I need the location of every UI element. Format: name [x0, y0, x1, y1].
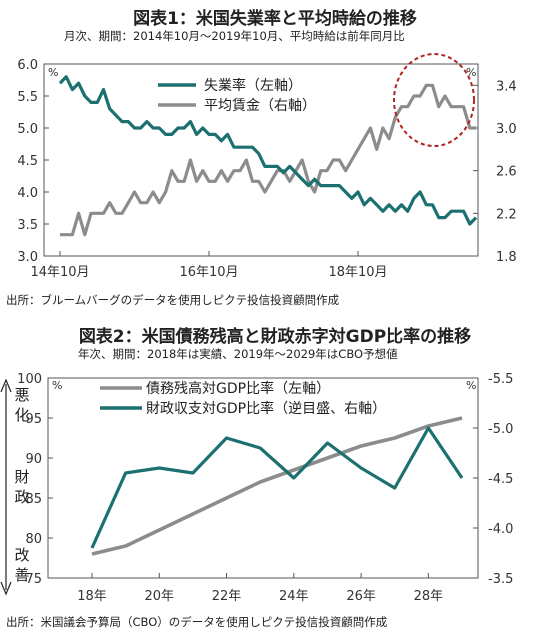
chart2-series-deficit-ratio — [90, 426, 464, 549]
chart1-left-tick-label: 3.0 — [17, 250, 38, 265]
chart2-side-label-better: 改 — [14, 546, 29, 564]
chart2-title: 図表2：米国債務残高と財政赤字対GDP比率の推移 — [78, 327, 472, 347]
chart2-x-tick-label: 24年 — [279, 589, 309, 604]
chart2-right-tick-label: -5.5 — [488, 372, 513, 387]
chart2-right-tick-label: -4.0 — [488, 522, 513, 537]
chart2-left-tick-label: 95 — [25, 412, 42, 427]
chart1-source: 出所：ブルームバーグのデータを使用しピクテ投信投資顧問作成 — [6, 293, 340, 307]
chart1-left-tick-label: 3.5 — [17, 218, 38, 233]
chart1-left-tick-label: 5.0 — [17, 122, 38, 137]
chart2-source: 出所：米国議会予算局（CBO）のデータを使用しピクテ投信投資顧問作成 — [6, 615, 388, 629]
chart2-series-debt-ratio — [91, 416, 463, 556]
chart1-right-tick-label: 3.4 — [496, 79, 517, 94]
chart2-left-tick-label: 100 — [17, 372, 42, 387]
chart2-plot: 75 80 85 90 95 100 -3.5 -4.0 -4.5 -5.0 -5.5% % 18年 20… — [0, 372, 513, 604]
chart2-side-arrow-head-up — [0, 378, 12, 393]
chart2-x-tick-label: 20年 — [144, 589, 174, 604]
chart1-left-tick-label: 4.5 — [17, 154, 38, 169]
chart1-legend-label-unemployment: 失業率（左軸） — [204, 77, 302, 94]
chart2-x-tick-label: 26年 — [346, 589, 376, 604]
chart2-right-tick-label: -4.5 — [488, 472, 513, 487]
chart2-side-label-better: 善 — [14, 566, 29, 584]
chart1-right-unit: % — [466, 66, 476, 79]
chart2-x-tick-label: 18年 — [77, 589, 107, 604]
chart2-right-tick-label: -3.5 — [488, 572, 513, 587]
chart2-subtitle: 年次、期間：2018年は実績、2019年～2029年はCBO予想値 — [78, 347, 398, 361]
chart2-right-unit: % — [466, 379, 476, 392]
chart1-right-tick-label: 3.0 — [496, 122, 517, 137]
chart1-legend-label-wage: 平均賃金（右軸） — [204, 98, 316, 114]
chart2-side-label-worse: 悪 — [14, 386, 29, 404]
chart2-left-tick-label: 80 — [25, 532, 42, 547]
chart1-right-tick-label: 1.8 — [496, 250, 517, 265]
chart2-left-unit: % — [52, 379, 62, 392]
chart1-x-tick-label: 18年10月 — [328, 265, 387, 280]
chart2-legend-label-debt: 債務残高対GDP比率（左軸） — [146, 380, 330, 397]
chart2-left-tick-label: 90 — [25, 452, 42, 467]
chart2-side-arrow-head-down — [0, 581, 12, 596]
chart1-right-tick-label: 2.2 — [496, 207, 517, 222]
chart2-x-tick-label: 22年 — [212, 589, 242, 604]
chart1-right-tick-label: 2.6 — [496, 165, 517, 180]
chart2-side-label-worse: 化 — [14, 406, 29, 424]
chart1-left-tick-label: 6.0 — [17, 58, 38, 73]
chart2-side-label-fiscal: 財 — [14, 468, 29, 486]
chart2-left-tick-label: 85 — [25, 492, 42, 507]
chart2-right-tick-label: -5.0 — [488, 422, 513, 437]
chart1-title: 図表1：米国失業率と平均時給の推移 — [133, 9, 417, 29]
chart2-side-label-fiscal: 政 — [14, 488, 29, 506]
chart2-x-tick-label: 28年 — [414, 589, 444, 604]
chart1-left-tick-label: 5.5 — [17, 90, 38, 105]
chart1-x-tick-label: 16年10月 — [179, 265, 238, 280]
chart1-subtitle: 月次、期間：2014年10月～2019年10月、平均時給は前年同月比 — [64, 29, 405, 43]
chart1-plot: 3.0 3.5 4.0 4.5 5.0 5.5 6.0 1.8 2.2 2.6 3.0 3.4% % 14… — [17, 53, 517, 280]
chart1-series-average-wage — [60, 83, 476, 237]
chart1-x-tick-label: 14年10月 — [30, 265, 89, 280]
chart1-left-tick-label: 4.0 — [17, 186, 38, 201]
chart2-legend-label-deficit: 財政収支対GDP比率（逆目盛、右軸） — [146, 400, 386, 417]
chart2-left-tick-label: 75 — [25, 572, 42, 587]
chart1-series-unemployment — [58, 75, 478, 226]
chart1-highlight-ellipse — [393, 53, 475, 147]
chart1-left-unit: % — [48, 66, 58, 79]
